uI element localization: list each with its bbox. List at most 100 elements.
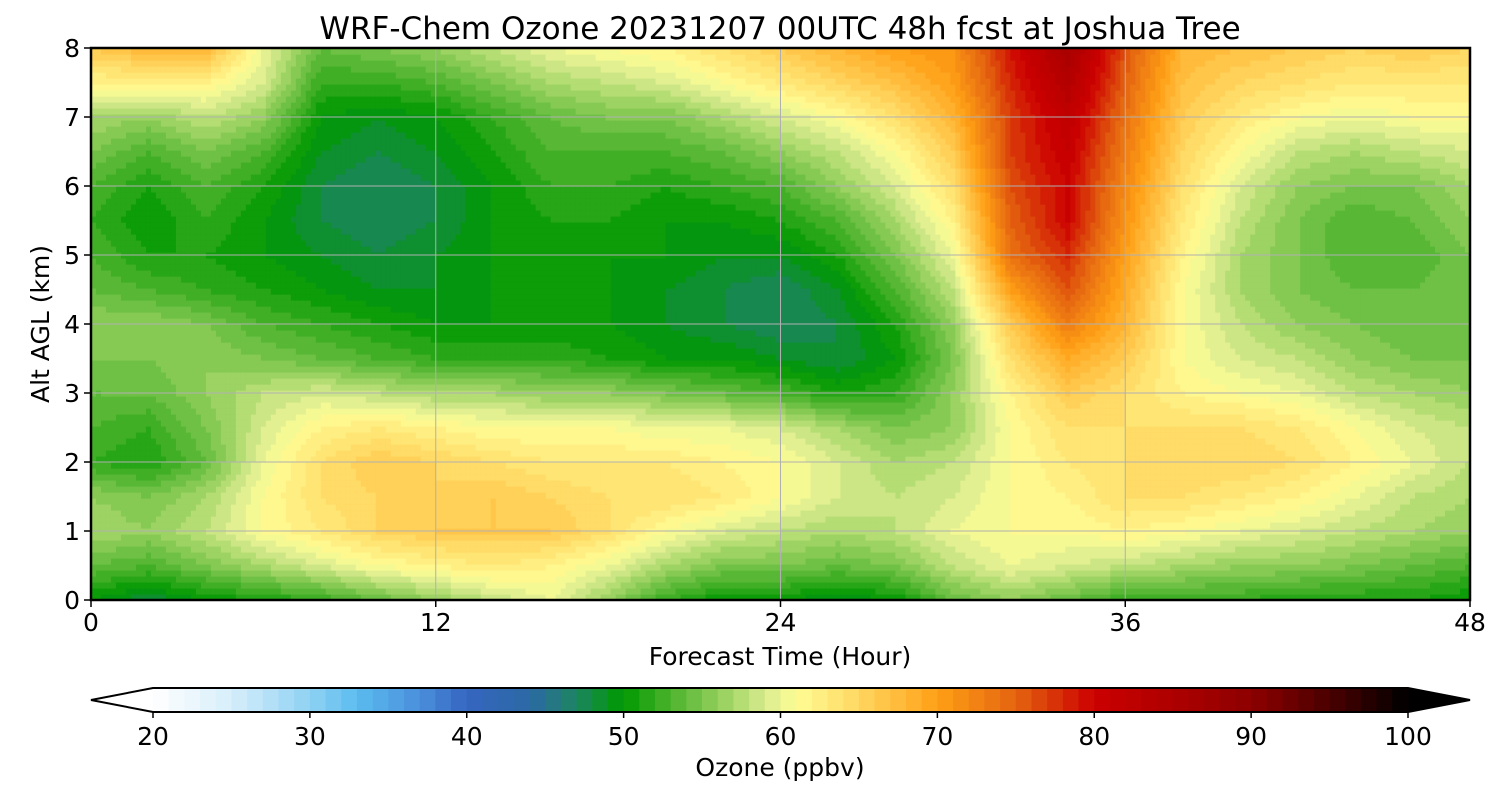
heatmap-cell: [305, 522, 312, 529]
heatmap-cell: [200, 492, 207, 499]
heatmap-cell: [630, 552, 637, 559]
heatmap-cell: [570, 498, 577, 505]
heatmap-cell: [1430, 570, 1436, 577]
heatmap-cell: [920, 534, 926, 541]
heatmap-cell: [435, 576, 442, 583]
heatmap-cell: [1420, 552, 1426, 559]
heatmap-cell: [1060, 576, 1066, 583]
heatmap-cell: [525, 558, 532, 565]
heatmap-cell: [145, 570, 152, 577]
heatmap-cell: [690, 540, 697, 547]
heatmap-cell: [980, 492, 986, 499]
heatmap-cell: [115, 504, 122, 511]
heatmap-cell: [270, 516, 277, 523]
heatmap-cell: [650, 546, 657, 553]
heatmap-cell: [720, 594, 727, 600]
heatmap-cell: [985, 582, 991, 589]
heatmap-cell: [560, 576, 567, 583]
heatmap-cell: [205, 510, 212, 517]
heatmap-cell: [970, 564, 976, 571]
heatmap-cell: [645, 582, 652, 589]
heatmap-cell: [940, 570, 946, 577]
heatmap-cell: [1465, 522, 1470, 529]
heatmap-cell: [275, 594, 282, 600]
heatmap-cell: [665, 516, 672, 523]
heatmap-cell: [340, 588, 347, 595]
heatmap-cell: [915, 510, 921, 517]
heatmap-cell: [1140, 492, 1146, 499]
heatmap-cell: [630, 576, 637, 583]
heatmap-cell: [1230, 516, 1236, 523]
heatmap-cell: [1460, 558, 1466, 565]
heatmap-cell: [1085, 492, 1091, 499]
heatmap-cell: [240, 588, 247, 595]
heatmap-cell: [420, 576, 427, 583]
heatmap-cell: [940, 540, 946, 547]
heatmap-cell: [1420, 510, 1426, 517]
heatmap-cell: [1350, 510, 1356, 517]
heatmap-cell: [1020, 546, 1026, 553]
heatmap-cell: [515, 558, 522, 565]
heatmap-cell: [810, 594, 817, 600]
heatmap-cell: [160, 540, 167, 547]
heatmap-cell: [480, 522, 487, 529]
heatmap-cell: [610, 552, 617, 559]
heatmap-cell: [605, 492, 612, 499]
heatmap-cell: [205, 546, 212, 553]
heatmap-cell: [630, 564, 637, 571]
heatmap-cell: [990, 558, 996, 565]
heatmap-cell: [500, 498, 507, 505]
heatmap-cell: [1035, 492, 1041, 499]
heatmap-cell: [1060, 540, 1066, 547]
heatmap-cell: [960, 534, 966, 541]
heatmap-cell: [520, 504, 527, 511]
heatmap-cell: [1045, 594, 1051, 600]
heatmap-cell: [1125, 516, 1131, 523]
heatmap-cell: [160, 588, 167, 595]
heatmap-cell: [1255, 552, 1261, 559]
heatmap-cell: [180, 486, 187, 493]
heatmap-cell: [1255, 558, 1261, 565]
heatmap-cell: [235, 576, 242, 583]
heatmap-cell: [775, 510, 782, 517]
heatmap-cell: [965, 594, 971, 600]
heatmap-cell: [96, 540, 102, 547]
heatmap-cell: [800, 594, 807, 600]
heatmap-cell: [920, 498, 926, 505]
heatmap-cell: [1310, 552, 1316, 559]
heatmap-cell: [1405, 492, 1411, 499]
heatmap-cell: [785, 570, 792, 577]
heatmap-cell: [575, 498, 582, 505]
heatmap-cell: [200, 534, 207, 541]
heatmap-cell: [1305, 558, 1311, 565]
heatmap-cell: [150, 576, 157, 583]
heatmap-cell: [860, 564, 867, 571]
heatmap-cell: [625, 564, 632, 571]
heatmap-cell: [670, 570, 677, 577]
heatmap-cell: [1230, 570, 1236, 577]
heatmap-cell: [710, 552, 717, 559]
heatmap-cell: [125, 546, 132, 553]
heatmap-cell: [500, 576, 507, 583]
heatmap-cell: [500, 558, 507, 565]
heatmap-cell: [170, 570, 177, 577]
heatmap-cell: [1190, 570, 1196, 577]
heatmap-cell: [710, 540, 717, 547]
heatmap-cell: [685, 558, 692, 565]
heatmap-cell: [1120, 558, 1126, 565]
heatmap-cell: [430, 522, 437, 529]
heatmap-cell: [1335, 522, 1341, 529]
heatmap-cell: [800, 546, 807, 553]
heatmap-cell: [295, 534, 302, 541]
heatmap-cell: [725, 576, 732, 583]
heatmap-cell: [1145, 558, 1151, 565]
heatmap-cell: [1045, 498, 1051, 505]
heatmap-cell: [990, 540, 996, 547]
heatmap-cell: [265, 570, 272, 577]
heatmap-cell: [985, 534, 991, 541]
heatmap-cell: [1400, 492, 1406, 499]
heatmap-cell: [420, 510, 427, 517]
heatmap-cell: [935, 522, 941, 529]
heatmap-cell: [575, 540, 582, 547]
heatmap-cell: [1410, 570, 1416, 577]
